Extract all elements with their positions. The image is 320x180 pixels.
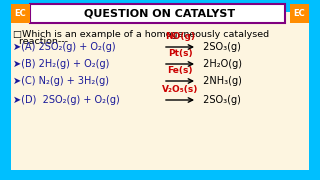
Text: 2SO₃(g): 2SO₃(g) bbox=[200, 42, 241, 52]
Text: 2NH₃(g): 2NH₃(g) bbox=[200, 76, 242, 86]
Text: EC: EC bbox=[294, 9, 305, 18]
FancyBboxPatch shape bbox=[30, 4, 285, 23]
FancyBboxPatch shape bbox=[290, 4, 309, 23]
Text: Pt(s): Pt(s) bbox=[168, 49, 192, 58]
Text: NO(g): NO(g) bbox=[165, 32, 195, 41]
Text: ➤(A) 2SO₂(g) + O₂(g): ➤(A) 2SO₂(g) + O₂(g) bbox=[13, 42, 116, 52]
Text: ➤(B) 2H₂(g) + O₂(g): ➤(B) 2H₂(g) + O₂(g) bbox=[13, 59, 109, 69]
Text: Fe(s): Fe(s) bbox=[167, 66, 193, 75]
Text: QUESTION ON CATALYST: QUESTION ON CATALYST bbox=[84, 8, 236, 18]
Text: 2SO₃(g): 2SO₃(g) bbox=[200, 95, 241, 105]
FancyBboxPatch shape bbox=[11, 4, 30, 23]
Text: reaction---: reaction--- bbox=[13, 37, 68, 46]
Text: EC: EC bbox=[15, 9, 26, 18]
FancyBboxPatch shape bbox=[11, 12, 309, 170]
Text: ➤(D)  2SO₂(g) + O₂(g): ➤(D) 2SO₂(g) + O₂(g) bbox=[13, 95, 120, 105]
Text: □Which is an example of a homogeneously catalysed: □Which is an example of a homogeneously … bbox=[13, 30, 269, 39]
Text: V₂O₅(s): V₂O₅(s) bbox=[162, 85, 198, 94]
Text: ➤(C) N₂(g) + 3H₂(g): ➤(C) N₂(g) + 3H₂(g) bbox=[13, 76, 109, 86]
Text: 2H₂O(g): 2H₂O(g) bbox=[200, 59, 242, 69]
